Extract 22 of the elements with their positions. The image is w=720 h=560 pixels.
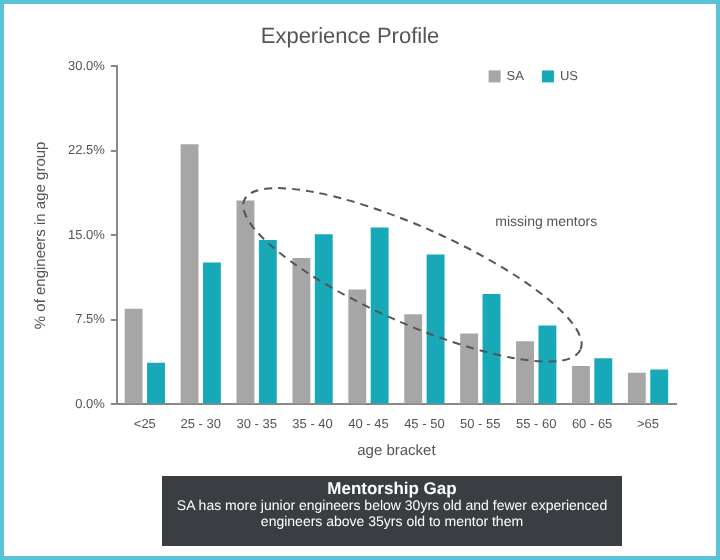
text: Mentorship Gap (325, 478, 459, 499)
bar (180, 144, 199, 404)
bar (314, 234, 333, 404)
bar (594, 358, 613, 404)
bar (538, 325, 557, 404)
bar (426, 254, 445, 404)
bar (147, 362, 165, 404)
bar (348, 289, 367, 404)
bar (627, 372, 646, 404)
bar (292, 257, 311, 404)
chart-title: Experience Profile (260, 25, 440, 50)
bar (236, 200, 255, 404)
bar (650, 369, 669, 404)
bar (124, 308, 143, 404)
bar (202, 262, 221, 404)
bar (516, 341, 534, 404)
bar (482, 293, 501, 404)
bar (370, 227, 389, 404)
bar (404, 314, 423, 404)
bar (258, 239, 277, 404)
bar (572, 366, 590, 404)
bar (460, 333, 479, 404)
